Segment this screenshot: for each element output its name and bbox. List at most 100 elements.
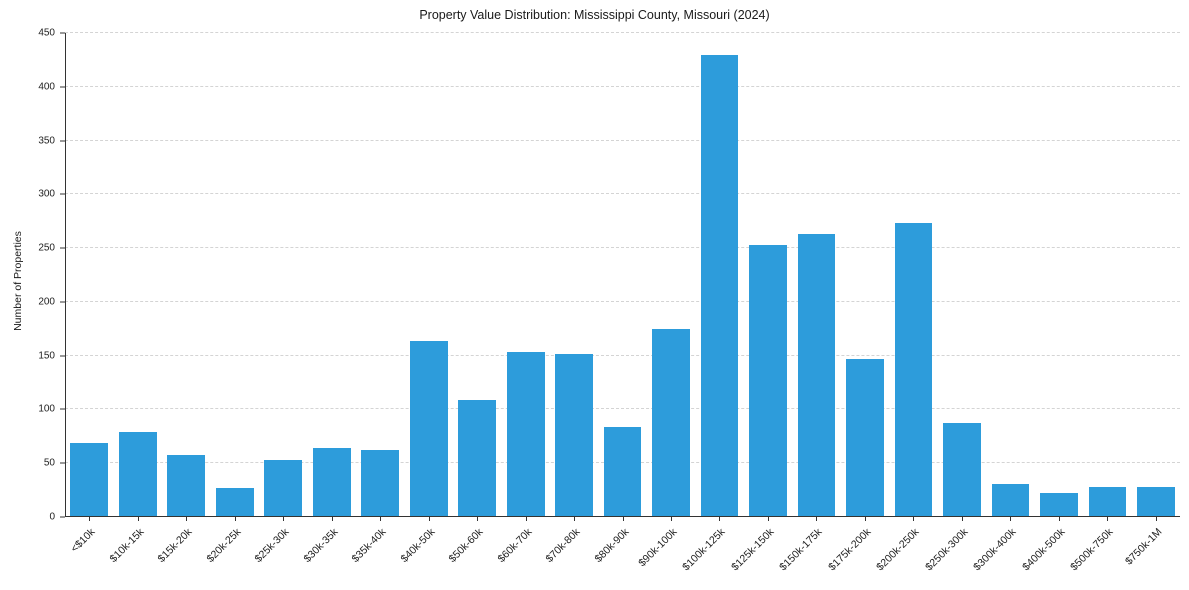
y-axis-line — [65, 33, 66, 517]
x-tick-mark — [574, 517, 576, 521]
y-tick-mark — [60, 355, 65, 357]
x-tick-label: $15k-20k — [155, 526, 195, 566]
x-tick-mark — [961, 517, 963, 521]
bar-slot — [986, 33, 1034, 517]
x-tick-label: $175k-200k — [826, 526, 874, 574]
x-tick-label: $70k-80k — [543, 526, 583, 566]
bar-slot — [647, 33, 695, 517]
bar-slot — [307, 33, 355, 517]
y-tick-label: 150 — [38, 350, 55, 362]
bar-slot — [841, 33, 889, 517]
bar-slot — [889, 33, 937, 517]
gridline — [65, 139, 1180, 141]
y-tick-mark — [60, 462, 65, 464]
bar — [1136, 486, 1175, 517]
bar-slot — [1132, 33, 1180, 517]
y-tick-label: 450 — [38, 27, 55, 39]
bar — [991, 483, 1030, 517]
bar-slot — [695, 33, 743, 517]
bar — [1040, 493, 1078, 517]
x-tick-mark — [719, 517, 721, 521]
bar — [603, 426, 642, 517]
x-tick-mark — [767, 517, 769, 521]
x-tick-label: $20k-25k — [204, 526, 244, 566]
bar-slot — [598, 33, 646, 517]
y-tick-mark — [60, 86, 65, 88]
bar-slot — [1035, 33, 1083, 517]
bar-slot — [404, 33, 452, 517]
bar — [70, 442, 109, 517]
x-tick-label: $90k-100k — [636, 526, 680, 570]
bar-slot — [501, 33, 549, 517]
x-tick-mark — [1058, 517, 1060, 521]
x-tick-mark — [331, 517, 333, 521]
bar-slot — [210, 33, 258, 517]
x-tick-mark — [816, 517, 818, 521]
x-tick-mark — [1107, 517, 1109, 521]
x-tick-mark — [1010, 517, 1012, 521]
bars-container — [65, 33, 1180, 517]
y-tick-label: 100 — [38, 403, 55, 415]
gridline — [65, 408, 1180, 410]
x-tick-label: $300k-400k — [971, 526, 1019, 574]
x-tick-mark — [525, 517, 527, 521]
bar — [797, 234, 836, 517]
x-tick-mark — [89, 517, 91, 521]
bar — [506, 352, 545, 517]
y-axis-label: Number of Properties — [12, 231, 24, 331]
x-tick-mark — [864, 517, 866, 521]
bar — [215, 487, 254, 517]
x-tick-label: $250k-300k — [923, 526, 971, 574]
x-tick-label: <$10k — [68, 526, 98, 555]
gridline — [65, 85, 1180, 87]
gridline — [65, 32, 1180, 33]
y-tick-label: 300 — [38, 188, 55, 200]
y-tick-mark — [60, 193, 65, 195]
x-tick-label: $35k-40k — [349, 526, 389, 566]
x-tick-mark — [137, 517, 139, 521]
y-tick-mark — [60, 301, 65, 303]
x-tick-label: $500k-750k — [1068, 526, 1116, 574]
x-tick-mark — [670, 517, 672, 521]
bar — [555, 353, 593, 517]
bar — [846, 358, 884, 517]
bar-slot — [1083, 33, 1131, 517]
bar — [652, 328, 690, 517]
y-tick-mark — [60, 516, 65, 518]
x-tick-label: $25k-30k — [252, 526, 292, 566]
bar — [312, 448, 351, 517]
bar — [361, 450, 400, 517]
bar — [894, 223, 933, 517]
bar — [749, 244, 787, 517]
y-tick-label: 400 — [38, 81, 55, 93]
x-tick-mark — [234, 517, 236, 521]
bar-slot — [113, 33, 161, 517]
x-tick-label: $125k-150k — [729, 526, 777, 574]
x-tick-mark — [913, 517, 915, 521]
y-tick-mark — [60, 247, 65, 249]
y-tick-label: 250 — [38, 242, 55, 254]
x-tick-label: $30k-35k — [301, 526, 341, 566]
gridline — [65, 247, 1180, 249]
y-tick-label: 0 — [49, 511, 55, 523]
y-tick-label: 50 — [43, 457, 55, 469]
x-tick-label: $100k-125k — [680, 526, 728, 574]
y-tick-mark — [60, 140, 65, 142]
x-tick-mark — [283, 517, 285, 521]
bar-slot — [792, 33, 840, 517]
x-tick-label: $50k-60k — [446, 526, 486, 566]
chart-title: Property Value Distribution: Mississippi… — [419, 8, 770, 22]
x-tick-mark — [622, 517, 624, 521]
x-axis-line — [65, 516, 1180, 517]
x-tick-mark — [186, 517, 188, 521]
x-tick-label: $60k-70k — [494, 526, 535, 566]
x-tick-label: $40k-50k — [398, 526, 438, 566]
x-tick-mark — [428, 517, 430, 521]
bar — [943, 423, 981, 517]
x-tick-mark — [1155, 517, 1157, 521]
bar-slot — [65, 33, 113, 517]
bar-slot — [744, 33, 792, 517]
x-tick-label: $150k-175k — [777, 526, 825, 574]
y-tick-label: 350 — [38, 135, 55, 147]
